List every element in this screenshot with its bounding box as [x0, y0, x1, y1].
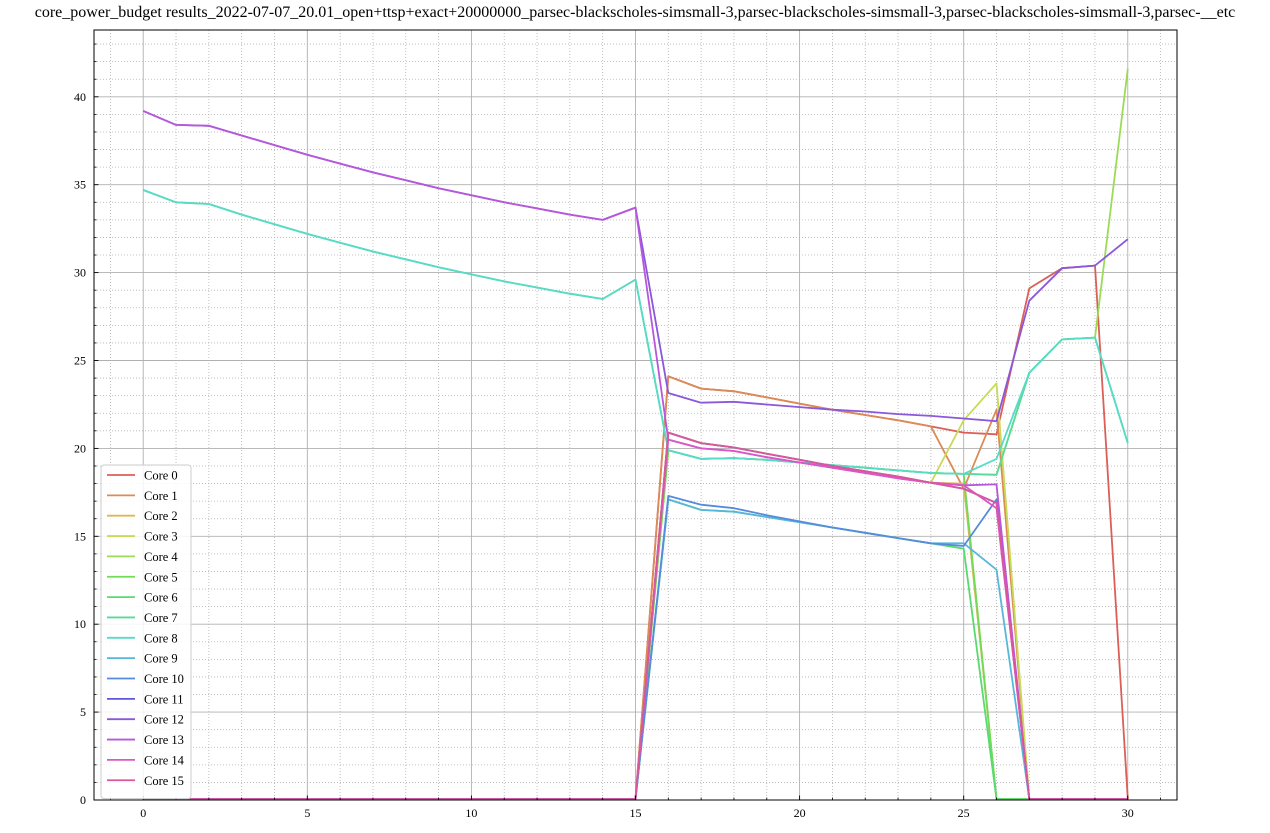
- legend-label: Core 0: [144, 469, 178, 483]
- legend-label: Core 6: [144, 591, 178, 605]
- x-tick-label: 0: [140, 806, 146, 820]
- legend-box: [100, 464, 192, 800]
- axis-ticks: 0 5 10 15 20 25 30 0 5 10 15 20 25 30 35 40: [74, 43, 1161, 820]
- series-line-core-8: [142, 189, 1129, 475]
- x-tick-label: 10: [465, 806, 477, 820]
- y-tick-label: 20: [74, 441, 86, 455]
- chart-title: core_power_budget results_2022-07-07_20.…: [34, 4, 1236, 21]
- legend-label: Core 12: [144, 713, 184, 727]
- major-grid: [94, 30, 1177, 801]
- y-tick-label: 15: [74, 529, 86, 543]
- legend-label: Core 7: [144, 611, 178, 625]
- legend-label: Core 13: [144, 733, 184, 747]
- legend-label: Core 5: [144, 570, 178, 584]
- legend-label: Core 4: [144, 550, 178, 564]
- legend-label: Core 3: [144, 530, 178, 544]
- x-tick-label: 5: [304, 806, 310, 820]
- x-tick-label: 20: [794, 806, 806, 820]
- legend-label: Core 2: [144, 509, 178, 523]
- y-tick-label: 25: [74, 354, 86, 368]
- y-tick-label: 10: [74, 617, 86, 631]
- legend: Core 0 Core 1 Core 2 Core 3 Core 4 Core 5 Core…: [100, 464, 192, 800]
- y-tick-label: 30: [74, 266, 86, 280]
- y-tick-label: 0: [80, 793, 86, 807]
- y-tick-label: 5: [80, 705, 86, 719]
- legend-label: Core 11: [144, 692, 183, 706]
- legend-label: Core 15: [144, 774, 184, 788]
- y-tick-label: 35: [74, 178, 86, 192]
- minor-grid: [94, 30, 1177, 800]
- legend-label: Core 1: [144, 489, 178, 503]
- legend-label: Core 8: [144, 631, 178, 645]
- x-tick-label: 25: [958, 806, 970, 820]
- legend-label: Core 10: [144, 672, 184, 686]
- y-tick-label: 40: [74, 90, 86, 104]
- legend-label: Core 14: [144, 753, 185, 767]
- x-tick-label: 30: [1122, 806, 1134, 820]
- legend-label: Core 9: [144, 652, 178, 666]
- x-tick-label: 15: [630, 806, 642, 820]
